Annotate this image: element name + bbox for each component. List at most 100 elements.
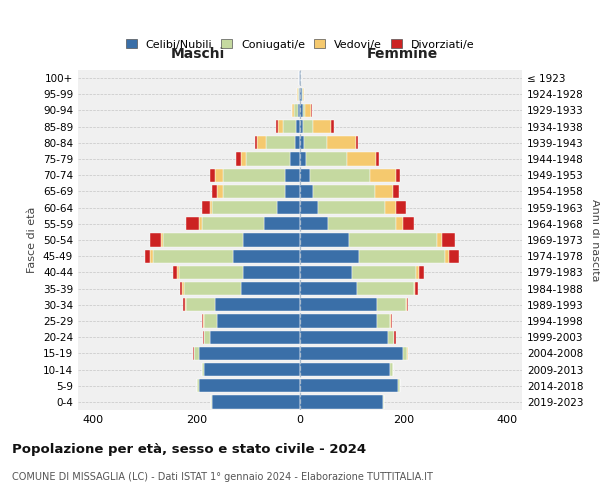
Bar [300, 298, 377, 312]
Bar [303, 120, 313, 134]
Bar [300, 217, 328, 230]
Bar [290, 152, 300, 166]
Text: Femmine: Femmine [367, 48, 438, 62]
Bar [300, 330, 388, 344]
Bar [305, 104, 311, 117]
Bar [300, 201, 318, 214]
Bar [306, 152, 347, 166]
Y-axis label: Fasce di età: Fasce di età [28, 207, 37, 273]
Bar [199, 379, 300, 392]
Bar [442, 234, 455, 246]
Bar [395, 201, 406, 214]
Bar [318, 201, 385, 214]
Bar [349, 234, 437, 246]
Bar [357, 282, 413, 295]
Bar [187, 217, 199, 230]
Bar [300, 88, 302, 101]
Bar [388, 330, 394, 344]
Bar [199, 346, 300, 360]
Bar [205, 314, 217, 328]
Text: COMUNE DI MISSAGLIA (LC) - Dati ISTAT 1° gennaio 2024 - Elaborazione TUTTITALIA.: COMUNE DI MISSAGLIA (LC) - Dati ISTAT 1°… [12, 472, 433, 482]
Bar [173, 266, 177, 279]
Bar [298, 88, 299, 101]
Bar [194, 346, 199, 360]
Bar [266, 136, 295, 149]
Bar [375, 185, 393, 198]
Bar [217, 314, 300, 328]
Bar [347, 152, 376, 166]
Bar [449, 250, 459, 263]
Bar [177, 266, 179, 279]
Bar [205, 330, 209, 344]
Bar [359, 250, 445, 263]
Bar [300, 379, 398, 392]
Bar [294, 104, 298, 117]
Bar [300, 234, 349, 246]
Bar [377, 314, 391, 328]
Bar [236, 152, 241, 166]
Bar [302, 104, 305, 117]
Bar [331, 120, 334, 134]
Bar [209, 330, 300, 344]
Bar [413, 282, 415, 295]
Bar [416, 266, 419, 279]
Bar [202, 314, 203, 328]
Bar [179, 266, 243, 279]
Bar [391, 314, 392, 328]
Bar [419, 266, 424, 279]
Bar [356, 136, 358, 149]
Bar [300, 250, 359, 263]
Bar [209, 201, 212, 214]
Bar [209, 168, 215, 182]
Bar [415, 282, 418, 295]
Bar [203, 330, 204, 344]
Bar [437, 234, 442, 246]
Bar [292, 104, 294, 117]
Bar [223, 185, 284, 198]
Bar [300, 314, 377, 328]
Bar [298, 104, 300, 117]
Bar [212, 201, 277, 214]
Bar [300, 168, 310, 182]
Bar [328, 136, 356, 149]
Bar [391, 363, 393, 376]
Bar [284, 185, 300, 198]
Bar [197, 379, 199, 392]
Bar [241, 282, 300, 295]
Bar [300, 136, 304, 149]
Bar [406, 298, 407, 312]
Bar [187, 298, 215, 312]
Y-axis label: Anni di nascita: Anni di nascita [590, 198, 600, 281]
Bar [398, 379, 400, 392]
Bar [310, 168, 370, 182]
Bar [182, 282, 184, 295]
Bar [395, 217, 403, 230]
Bar [150, 250, 153, 263]
Bar [150, 234, 161, 246]
Bar [300, 363, 391, 376]
Bar [264, 217, 300, 230]
Bar [202, 363, 205, 376]
Bar [276, 120, 278, 134]
Bar [300, 120, 303, 134]
Bar [284, 168, 300, 182]
Bar [255, 136, 257, 149]
Bar [302, 88, 304, 101]
Bar [311, 104, 313, 117]
Bar [277, 201, 300, 214]
Bar [394, 330, 395, 344]
Bar [278, 120, 283, 134]
Bar [407, 298, 409, 312]
Bar [296, 120, 300, 134]
Bar [180, 282, 182, 295]
Bar [205, 363, 300, 376]
Bar [328, 217, 395, 230]
Bar [217, 185, 223, 198]
Legend: Celibi/Nubili, Coniugati/e, Vedovi/e, Divorziati/e: Celibi/Nubili, Coniugati/e, Vedovi/e, Di… [121, 35, 479, 54]
Bar [283, 120, 296, 134]
Bar [185, 298, 187, 312]
Bar [376, 152, 379, 166]
Bar [300, 152, 306, 166]
Bar [300, 266, 352, 279]
Bar [211, 396, 212, 408]
